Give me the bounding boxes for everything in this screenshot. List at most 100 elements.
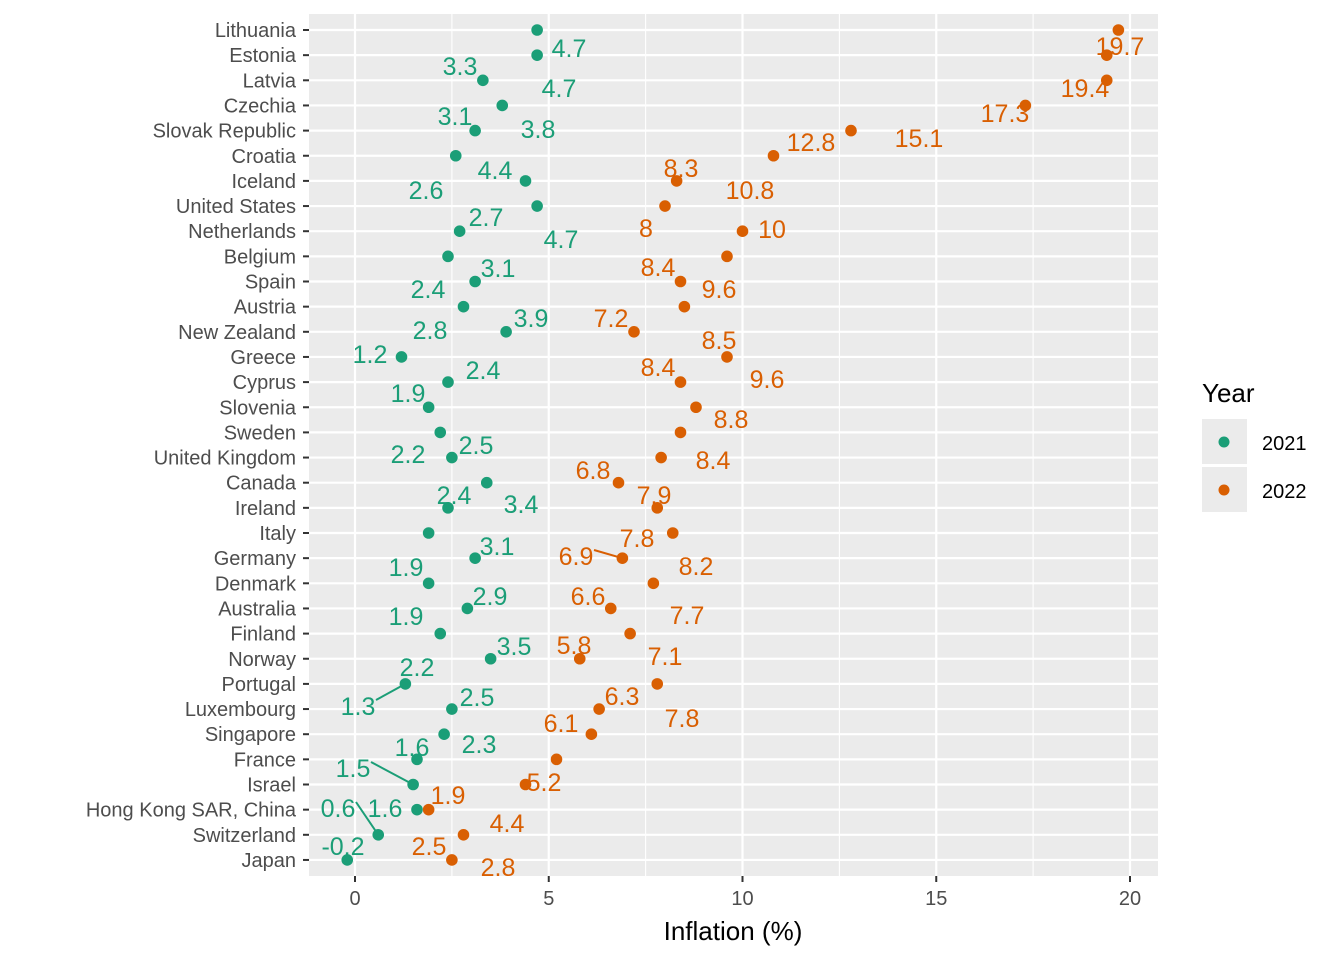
point-2021-israel bbox=[407, 778, 419, 791]
data-label-2021: 2.5 bbox=[459, 432, 494, 460]
data-label-2021: 2.8 bbox=[413, 317, 448, 345]
point-2021-japan bbox=[341, 854, 354, 866]
data-label-2021: 4.7 bbox=[542, 75, 577, 103]
point-2021-italy bbox=[422, 527, 435, 539]
category-label: Canada bbox=[226, 473, 297, 495]
category-label: United States bbox=[176, 196, 296, 218]
point-2021-lithuania bbox=[531, 24, 543, 36]
data-label-2021: 1.9 bbox=[389, 603, 424, 631]
point-2022-greece bbox=[721, 351, 733, 363]
data-label-2022: 10 bbox=[758, 216, 786, 244]
data-label-2022: 1.9 bbox=[431, 782, 466, 810]
legend-label-2022: 2022 bbox=[1262, 481, 1307, 503]
data-label-2021: 2.6 bbox=[409, 177, 444, 205]
point-2022-singapore bbox=[585, 728, 598, 740]
point-2022-iceland bbox=[670, 175, 683, 187]
data-label-2022: 8.4 bbox=[696, 447, 731, 475]
data-label-2021: 3.8 bbox=[521, 116, 556, 144]
data-label-2021: 2.7 bbox=[469, 204, 504, 232]
data-label-2022: 8.4 bbox=[641, 354, 676, 382]
category-label: Switzerland bbox=[193, 825, 296, 847]
data-label-2022: 7.1 bbox=[648, 643, 683, 671]
point-2022-belgium bbox=[721, 250, 733, 263]
data-label-2021: 4.4 bbox=[478, 157, 513, 185]
point-2021-switzerland bbox=[372, 829, 385, 841]
point-2021-slovak-republic bbox=[469, 124, 481, 137]
x-tick-label: 0 bbox=[349, 888, 360, 910]
point-2021-france bbox=[411, 753, 423, 766]
point-2021-cyprus bbox=[442, 376, 454, 388]
category-label: Latvia bbox=[243, 70, 297, 92]
data-label-2022: 8 bbox=[639, 215, 653, 243]
point-2021-finland bbox=[434, 627, 447, 640]
category-label: Australia bbox=[218, 598, 297, 620]
point-2022-france bbox=[550, 753, 563, 766]
category-label: Hong Kong SAR, China bbox=[86, 800, 297, 822]
category-label: Denmark bbox=[215, 573, 297, 595]
point-2022-estonia bbox=[1100, 49, 1113, 61]
point-2021-netherlands bbox=[453, 225, 466, 237]
point-2022-denmark bbox=[647, 577, 660, 590]
point-2021-sweden bbox=[434, 426, 447, 439]
label-leader-line bbox=[355, 801, 380, 836]
point-2022-cyprus bbox=[674, 376, 687, 388]
category-label: Slovak Republic bbox=[153, 121, 296, 143]
data-label-2021: 2.5 bbox=[460, 684, 495, 712]
category-label: Ireland bbox=[235, 498, 296, 520]
data-label-2021: 3.3 bbox=[443, 53, 478, 81]
point-2021-luxembourg bbox=[446, 703, 458, 715]
point-2022-portugal bbox=[651, 678, 664, 690]
data-label-2022: 6.6 bbox=[571, 583, 606, 611]
point-2022-australia bbox=[604, 602, 617, 615]
data-label-2022: 8.8 bbox=[714, 406, 749, 434]
category-label: Lithuania bbox=[215, 20, 297, 42]
point-2022-czechia bbox=[1019, 99, 1032, 112]
point-2021-spain bbox=[469, 275, 481, 288]
data-label-2021: 1.9 bbox=[391, 380, 426, 408]
category-label: Sweden bbox=[224, 422, 296, 444]
point-2021-united-kingdom bbox=[446, 451, 458, 464]
point-2022-ireland bbox=[651, 502, 664, 514]
category-label: Finland bbox=[230, 624, 296, 646]
point-2022-spain bbox=[674, 275, 687, 288]
point-2022-croatia bbox=[767, 149, 780, 162]
data-label-2021: 2.4 bbox=[466, 357, 501, 385]
category-label: Austria bbox=[234, 297, 297, 319]
category-label: Netherlands bbox=[188, 221, 296, 243]
point-2021-ireland bbox=[442, 502, 454, 514]
data-label-2022: 4.4 bbox=[490, 810, 525, 838]
data-label-2021: 2.4 bbox=[437, 482, 472, 510]
point-2022-slovenia bbox=[690, 401, 702, 414]
data-label-2021: 3.9 bbox=[514, 305, 549, 333]
data-label-2022: 9.6 bbox=[750, 366, 785, 394]
point-2022-norway bbox=[573, 652, 586, 665]
category-label: Greece bbox=[230, 347, 296, 369]
point-2021-united-states bbox=[531, 200, 543, 212]
point-2021-czechia bbox=[496, 99, 509, 112]
data-label-2022: 5.8 bbox=[557, 632, 592, 660]
data-label-2021: 2.2 bbox=[400, 654, 435, 682]
point-2022-latvia bbox=[1100, 74, 1113, 87]
point-2021-singapore bbox=[438, 728, 450, 740]
point-2021-new-zealand bbox=[500, 326, 512, 338]
point-2021-austria bbox=[457, 300, 470, 313]
axes: 0 5 10 15 20 Lithuania Estonia Latvia Czechia Slo… bbox=[86, 20, 1141, 910]
point-2022-japan bbox=[446, 854, 458, 866]
point-2021-canada bbox=[480, 476, 493, 489]
data-points bbox=[341, 24, 1125, 866]
data-label-2022: 10.8 bbox=[726, 177, 775, 205]
data-label-2021: 0.6 bbox=[321, 795, 356, 823]
point-2022-italy bbox=[666, 527, 679, 539]
point-2021-australia bbox=[461, 602, 474, 615]
data-label-2021: 4.7 bbox=[552, 35, 587, 63]
point-2022-luxembourg bbox=[593, 703, 605, 715]
point-2021-hong-kong-sar-china bbox=[411, 803, 423, 816]
data-label-2022: 15.1 bbox=[895, 125, 944, 153]
point-2022-new-zealand bbox=[628, 326, 640, 338]
category-label: New Zealand bbox=[178, 322, 296, 344]
panel-background bbox=[309, 14, 1158, 876]
point-2022-netherlands bbox=[736, 225, 749, 237]
category-label: Israel bbox=[247, 775, 296, 797]
